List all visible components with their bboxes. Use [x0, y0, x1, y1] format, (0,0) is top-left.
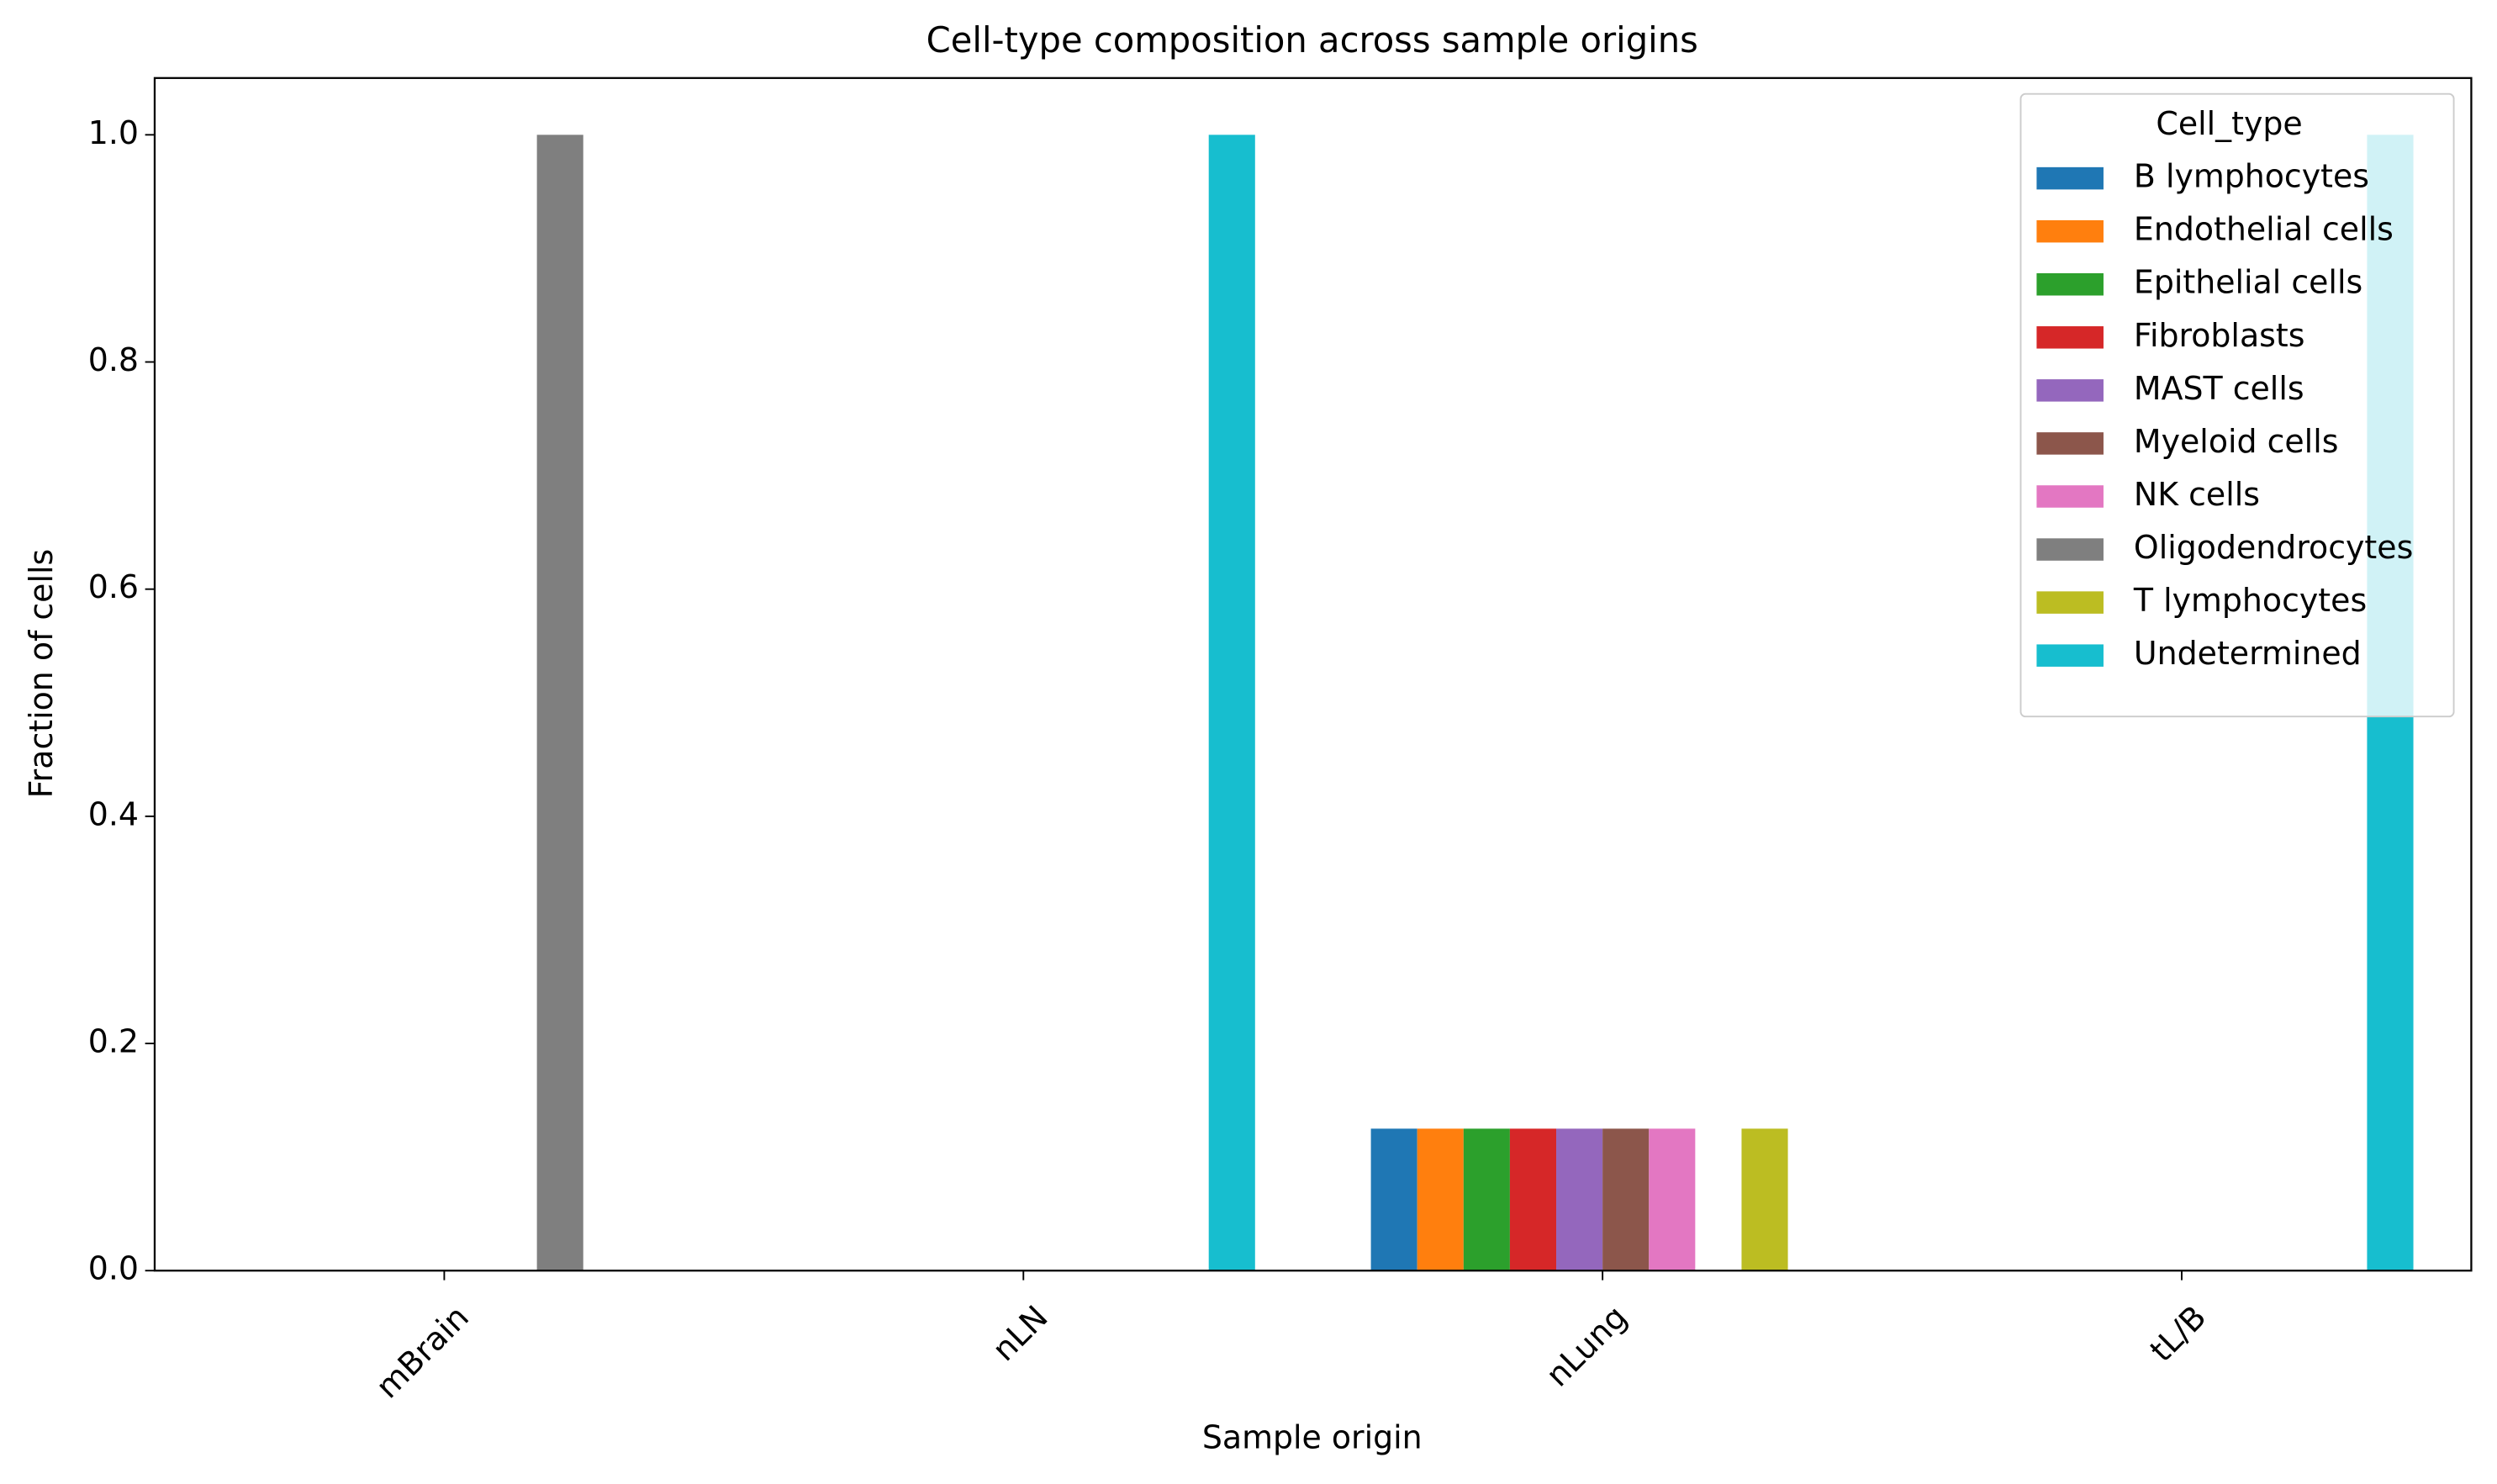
legend-swatch — [2036, 272, 2104, 296]
y-tick-label: 1.0 — [88, 114, 139, 151]
bar — [1602, 1128, 1650, 1271]
y-tick-label: 0.6 — [88, 568, 139, 605]
y-axis-label: Fraction of cells — [23, 549, 60, 799]
legend-label: Endothelial cells — [2134, 211, 2394, 248]
bar — [1649, 1128, 1696, 1271]
legend-label: Epithelial cells — [2134, 264, 2362, 301]
legend-label: Undetermined — [2134, 635, 2362, 672]
legend-label: T lymphocytes — [2133, 582, 2367, 619]
y-tick-label: 0.8 — [88, 341, 139, 378]
legend-label: B lymphocytes — [2134, 158, 2369, 195]
bar — [536, 135, 583, 1271]
bar — [1417, 1128, 1464, 1271]
legend-swatch — [2036, 538, 2104, 561]
legend-label: Myeloid cells — [2134, 423, 2339, 460]
bar — [1208, 135, 1255, 1271]
bar — [1463, 1128, 1510, 1271]
legend-label: MAST cells — [2134, 370, 2304, 407]
legend-swatch — [2036, 591, 2104, 614]
legend: Cell_type B lymphocytes Endothelial cells E… — [2019, 92, 2455, 718]
bar — [1509, 1128, 1557, 1271]
legend-swatch — [2036, 166, 2104, 190]
legend-swatch — [2036, 379, 2104, 402]
legend-swatch — [2036, 326, 2104, 349]
legend-swatch — [2036, 485, 2104, 508]
y-tick-label: 0.0 — [88, 1250, 139, 1287]
y-tick-label: 0.4 — [88, 795, 139, 832]
chart-title: Cell-type composition across sample orig… — [926, 19, 1698, 61]
y-tick-label: 0.2 — [88, 1023, 139, 1060]
legend-swatch — [2036, 432, 2104, 455]
x-axis-label: Sample origin — [1202, 1418, 1423, 1455]
legend-label: NK cells — [2134, 476, 2260, 513]
legend-label: Oligodendrocytes — [2134, 529, 2413, 566]
legend-box — [2019, 92, 2455, 718]
legend-label: Fibroblasts — [2134, 317, 2305, 354]
bar — [1556, 1128, 1603, 1271]
legend-title: Cell_type — [2156, 105, 2302, 142]
legend-swatch — [2036, 644, 2104, 667]
axes-frame — [153, 77, 2473, 1272]
legend-swatch — [2036, 219, 2104, 243]
bar — [1370, 1128, 1417, 1271]
bar — [1741, 1128, 1788, 1271]
